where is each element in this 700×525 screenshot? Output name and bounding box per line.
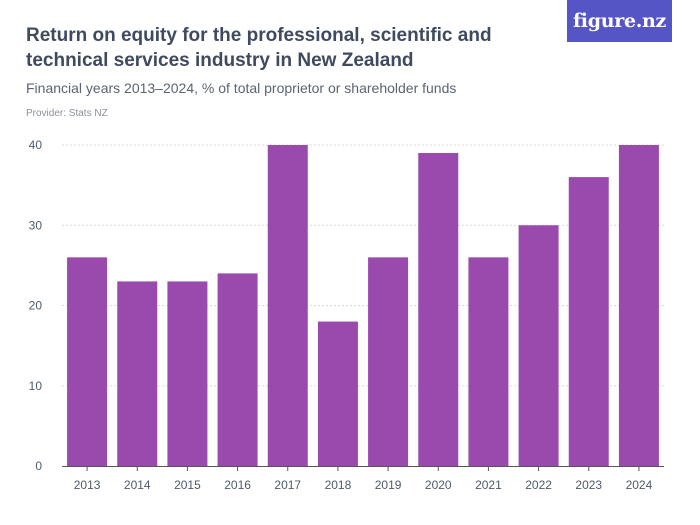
- bar-2015[interactable]: [167, 281, 208, 466]
- figure-nz-logo[interactable]: figure.nz: [567, 0, 672, 42]
- y-tick-label: 20: [29, 299, 43, 313]
- x-tick-label: 2021: [475, 478, 502, 492]
- bar-2023[interactable]: [568, 177, 609, 466]
- y-tick-label: 10: [29, 379, 43, 393]
- x-tick-label: 2018: [325, 478, 352, 492]
- data-provider: Provider: Stats NZ: [26, 108, 108, 119]
- chart-subtitle: Financial years 2013–2024, % of total pr…: [26, 80, 457, 96]
- bar-2017[interactable]: [267, 145, 308, 466]
- x-tick-label: 2014: [124, 478, 151, 492]
- bar-2016[interactable]: [217, 273, 258, 466]
- x-tick-label: 2020: [425, 478, 452, 492]
- x-tick-label: 2024: [626, 478, 653, 492]
- x-tick-label: 2015: [174, 478, 201, 492]
- y-tick-label: 30: [29, 218, 43, 232]
- bar-2019[interactable]: [368, 257, 409, 466]
- tick-labels: 0 10 20 30 40 2013 2014 2015 2016 2017 2018 2019 202…: [29, 138, 653, 492]
- x-axis: [62, 466, 664, 471]
- x-tick-label: 2022: [525, 478, 552, 492]
- bar-2024[interactable]: [618, 145, 659, 466]
- x-tick-label: 2023: [575, 478, 602, 492]
- bars: [67, 145, 659, 466]
- bar-2013[interactable]: [67, 257, 108, 466]
- bar-2014[interactable]: [117, 281, 158, 466]
- x-tick-label: 2019: [375, 478, 402, 492]
- bar-2020[interactable]: [418, 153, 459, 466]
- x-tick-label: 2017: [274, 478, 301, 492]
- chart-title: Return on equity for the professional, s…: [26, 25, 492, 71]
- bar-2022[interactable]: [518, 225, 559, 466]
- gridlines: [62, 144, 664, 387]
- y-tick-label: 40: [29, 138, 43, 152]
- y-tick-label: 0: [35, 459, 42, 473]
- bar-2021[interactable]: [468, 257, 509, 466]
- x-tick-label: 2016: [224, 478, 251, 492]
- bar-2018[interactable]: [317, 321, 358, 466]
- x-tick-label: 2013: [74, 478, 101, 492]
